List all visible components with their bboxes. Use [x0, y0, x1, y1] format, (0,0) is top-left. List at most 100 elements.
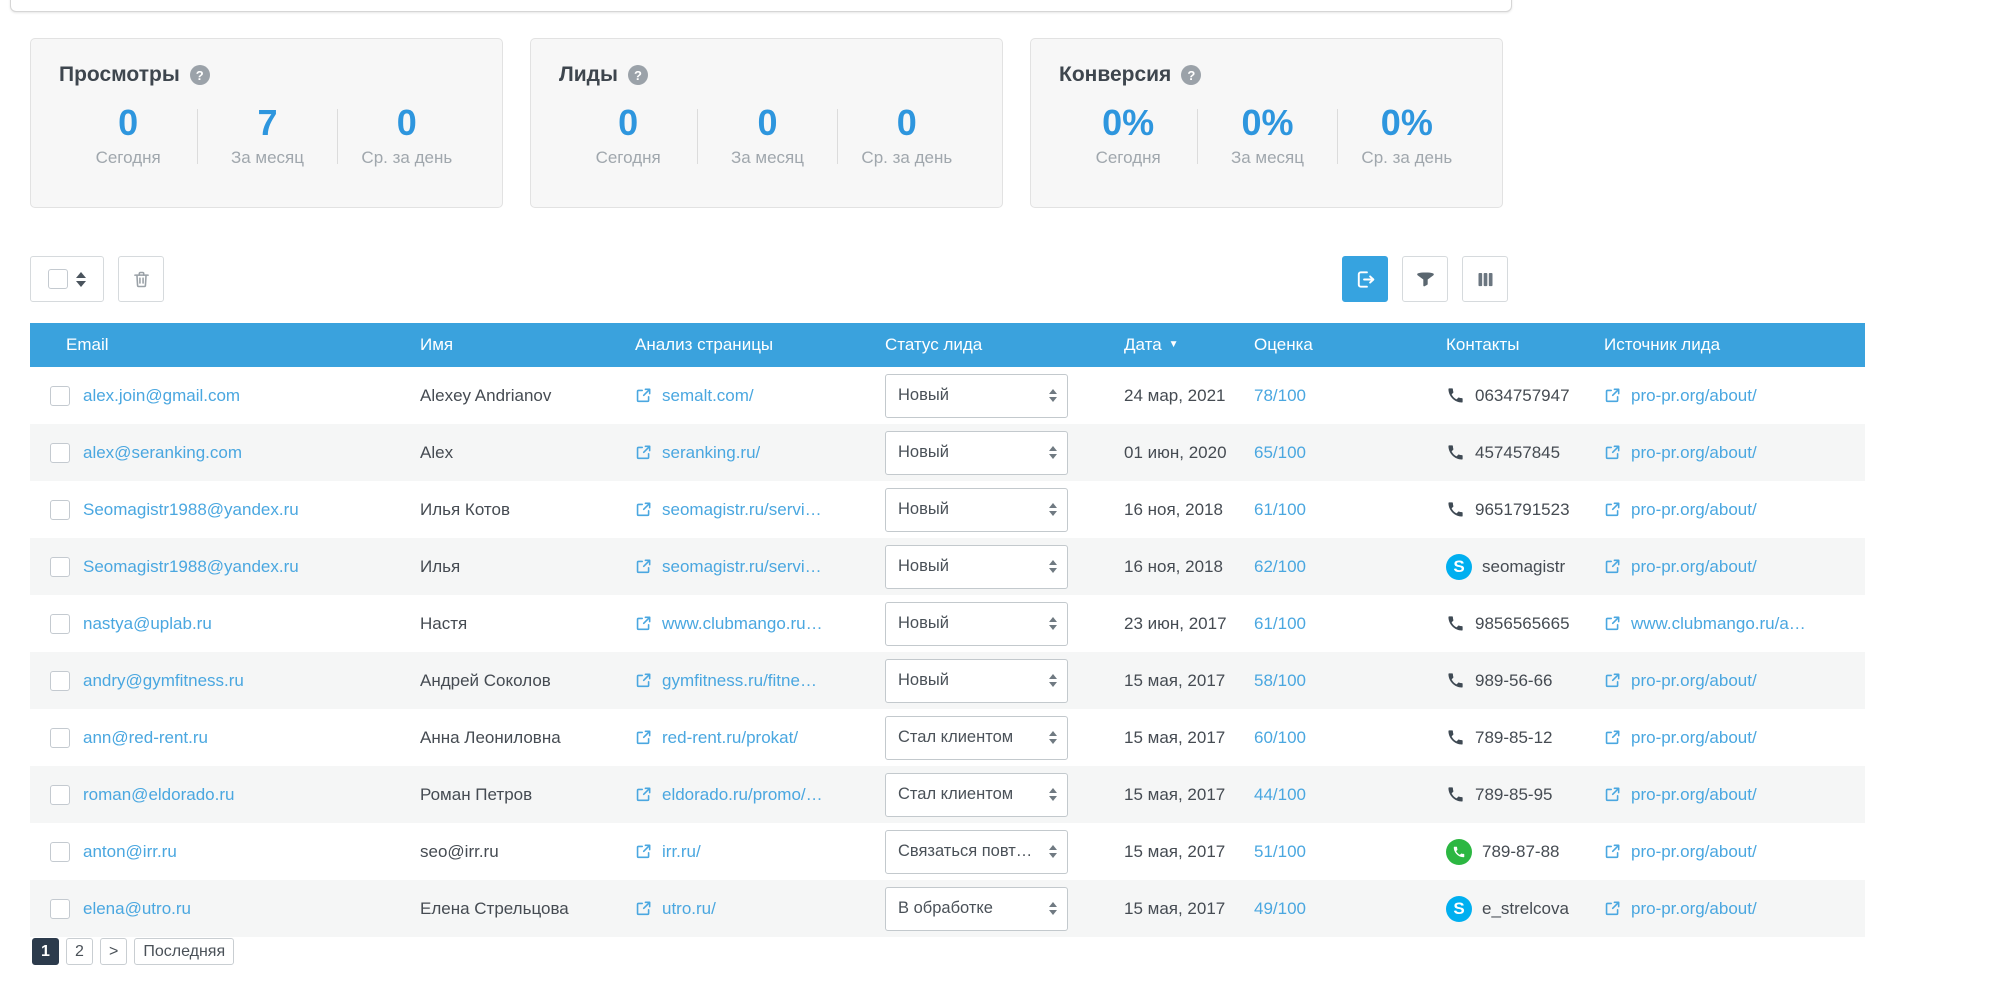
page-button-2[interactable]: 2: [66, 938, 93, 965]
score-link[interactable]: 44/100: [1254, 784, 1306, 804]
row-checkbox[interactable]: [50, 841, 70, 862]
name-cell: Елена Стрельцова: [420, 898, 569, 918]
source-link[interactable]: pro-pr.org/about/: [1631, 556, 1757, 576]
select-all-dropdown[interactable]: [30, 256, 104, 302]
lead-status-select[interactable]: В обработке: [885, 886, 1068, 931]
date-cell: 01 июн, 2020: [1124, 442, 1227, 462]
page-link[interactable]: gymfitness.ru/fitne…: [662, 670, 817, 690]
stat-label: Сегодня: [95, 148, 161, 167]
lead-status-select[interactable]: Стал клиентом: [885, 715, 1068, 760]
score-link[interactable]: 78/100: [1254, 385, 1306, 405]
source-link[interactable]: pro-pr.org/about/: [1631, 727, 1757, 747]
row-checkbox[interactable]: [50, 898, 70, 919]
row-checkbox[interactable]: [50, 670, 70, 691]
export-button[interactable]: [1342, 256, 1388, 302]
email-link[interactable]: andry@gymfitness.ru: [83, 670, 244, 690]
page-link[interactable]: seomagistr.ru/servi…: [662, 556, 822, 576]
filter-button[interactable]: [1402, 256, 1448, 302]
source-link[interactable]: pro-pr.org/about/: [1631, 670, 1757, 690]
email-link[interactable]: alex.join@gmail.com: [83, 385, 241, 405]
row-checkbox[interactable]: [50, 727, 70, 748]
score-link[interactable]: 65/100: [1254, 442, 1306, 462]
score-link[interactable]: 61/100: [1254, 499, 1306, 519]
row-checkbox[interactable]: [50, 499, 70, 520]
question-icon[interactable]: ?: [627, 65, 648, 85]
stats-cards: Просмотры? 0 Сегодня 7 За месяц 0 Ср. за день Л…: [30, 38, 1503, 208]
contact-value: 789-85-12: [1475, 727, 1553, 747]
page-link[interactable]: seranking.ru/: [662, 442, 761, 462]
next-page-button[interactable]: >: [100, 938, 128, 965]
table-header: Email Имя Анализ страницы Статус лида Дата ▼ О…: [30, 323, 1865, 367]
email-link[interactable]: alex@seranking.com: [83, 442, 242, 462]
page-button-1[interactable]: 1: [32, 938, 59, 965]
stat-item: 0 Сегодня: [559, 103, 697, 168]
page-link[interactable]: seomagistr.ru/servi…: [662, 499, 822, 519]
select-all-checkbox[interactable]: [48, 269, 68, 289]
email-link[interactable]: Seomagistr1988@yandex.ru: [83, 499, 299, 519]
external-link-icon: [1604, 558, 1621, 575]
source-link[interactable]: pro-pr.org/about/: [1631, 385, 1757, 405]
email-link[interactable]: Seomagistr1988@yandex.ru: [83, 556, 299, 576]
sort-desc-icon[interactable]: ▼: [1168, 339, 1179, 350]
email-link[interactable]: elena@utro.ru: [83, 898, 191, 918]
email-link[interactable]: nastya@uplab.ru: [83, 613, 212, 633]
score-link[interactable]: 61/100: [1254, 613, 1306, 633]
page-link[interactable]: www.clubmango.ru…: [662, 613, 823, 633]
stat-item: 0 Ср. за день: [338, 103, 476, 168]
lead-status-select[interactable]: Новый: [885, 430, 1068, 475]
question-icon[interactable]: ?: [1181, 65, 1202, 85]
delete-button[interactable]: [118, 256, 164, 302]
column-header: Статус лида: [885, 335, 1124, 355]
stat-value: 0: [618, 102, 639, 143]
column-header-label: Контакты: [1446, 335, 1520, 354]
question-icon[interactable]: ?: [189, 65, 210, 85]
toolbar: [30, 256, 1508, 302]
row-checkbox[interactable]: [50, 442, 70, 463]
date-cell: 15 мая, 2017: [1124, 727, 1226, 747]
source-link[interactable]: www.clubmango.ru/a…: [1631, 613, 1806, 633]
row-checkbox[interactable]: [50, 613, 70, 634]
name-cell: Илья: [420, 556, 461, 576]
source-link[interactable]: pro-pr.org/about/: [1631, 442, 1757, 462]
name-cell: Alex: [420, 442, 454, 462]
stat-card-views: Просмотры? 0 Сегодня 7 За месяц 0 Ср. за день: [30, 38, 503, 208]
page-link[interactable]: irr.ru/: [662, 841, 701, 861]
external-link-icon: [635, 729, 652, 746]
page-link[interactable]: utro.ru/: [662, 898, 716, 918]
page-link[interactable]: red-rent.ru/prokat/: [662, 727, 799, 747]
name-cell: seo@irr.ru: [420, 841, 499, 861]
lead-status-select[interactable]: Новый: [885, 544, 1068, 589]
table-row: andry@gymfitness.ru Андрей Соколов gymfitn…: [30, 652, 1865, 709]
source-link[interactable]: pro-pr.org/about/: [1631, 784, 1757, 804]
phone-icon: [1446, 671, 1465, 690]
lead-status-value: Новый: [898, 671, 949, 689]
column-header[interactable]: Дата ▼: [1124, 335, 1254, 355]
lead-status-select[interactable]: Новый: [885, 658, 1068, 703]
score-link[interactable]: 58/100: [1254, 670, 1306, 690]
email-link[interactable]: anton@irr.ru: [83, 841, 177, 861]
external-link-icon: [635, 387, 652, 404]
source-link[interactable]: pro-pr.org/about/: [1631, 499, 1757, 519]
score-link[interactable]: 51/100: [1254, 841, 1306, 861]
lead-status-select[interactable]: Стал клиентом: [885, 772, 1068, 817]
columns-button[interactable]: [1462, 256, 1508, 302]
email-link[interactable]: ann@red-rent.ru: [83, 727, 208, 747]
source-link[interactable]: pro-pr.org/about/: [1631, 841, 1757, 861]
lead-status-select[interactable]: Связаться повт…: [885, 829, 1068, 874]
sort-arrows-icon: [76, 271, 86, 287]
last-page-button[interactable]: Последняя: [134, 938, 235, 965]
row-checkbox[interactable]: [50, 784, 70, 805]
source-link[interactable]: pro-pr.org/about/: [1631, 898, 1757, 918]
page-link[interactable]: semalt.com/: [662, 385, 754, 405]
email-link[interactable]: roman@eldorado.ru: [83, 784, 235, 804]
date-cell: 15 мая, 2017: [1124, 898, 1226, 918]
lead-status-select[interactable]: Новый: [885, 373, 1068, 418]
score-link[interactable]: 49/100: [1254, 898, 1306, 918]
score-link[interactable]: 60/100: [1254, 727, 1306, 747]
row-checkbox[interactable]: [50, 556, 70, 577]
row-checkbox[interactable]: [50, 385, 70, 406]
lead-status-select[interactable]: Новый: [885, 487, 1068, 532]
score-link[interactable]: 62/100: [1254, 556, 1306, 576]
page-link[interactable]: eldorado.ru/promo/…: [662, 784, 823, 804]
lead-status-select[interactable]: Новый: [885, 601, 1068, 646]
